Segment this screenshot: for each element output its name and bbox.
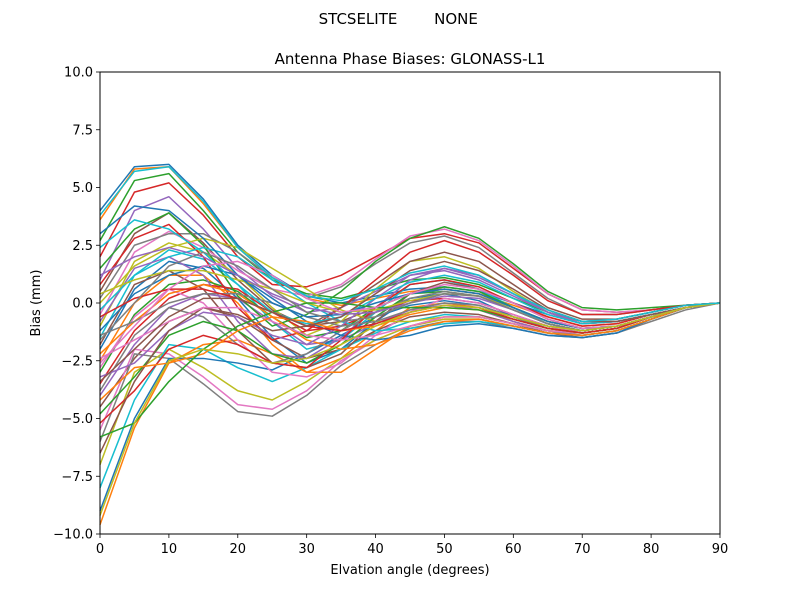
x-tick-label: 80 (643, 542, 660, 557)
suptitle-left: STCSELITE (319, 10, 398, 28)
series-line-34 (99, 279, 721, 424)
y-tick-label: 10.0 (64, 66, 93, 81)
y-tick-label: −5.0 (61, 412, 93, 427)
chart-title: Antenna Phase Biases: GLONASS-L1 (275, 50, 546, 68)
x-tick-label: 90 (712, 542, 729, 557)
x-axis: 0 10 20 30 40 50 60 70 80 90 (96, 534, 728, 557)
y-tick-label: −10.0 (53, 528, 93, 543)
x-tick-label: 50 (436, 542, 453, 557)
x-tick-label: 20 (230, 542, 247, 557)
y-tick-label: 2.5 (72, 239, 93, 254)
series-layer (99, 163, 721, 526)
y-axis-label: Bias (mm) (29, 270, 44, 337)
y-tick-label: 5.0 (72, 181, 93, 196)
x-tick-label: 0 (96, 542, 104, 557)
series-line-46 (99, 260, 721, 383)
y-tick-label: −2.5 (61, 354, 93, 369)
suptitle-right: NONE (434, 10, 478, 28)
x-tick-label: 40 (367, 542, 384, 557)
x-axis-label: Elvation angle (degrees) (330, 563, 489, 578)
x-tick-label: 10 (161, 542, 178, 557)
y-tick-label: 0.0 (72, 297, 93, 312)
series-line-23 (99, 212, 721, 327)
x-tick-label: 30 (298, 542, 315, 557)
x-tick-label: 70 (574, 542, 591, 557)
y-tick-label: −7.5 (61, 470, 93, 485)
y-tick-label: 7.5 (72, 123, 93, 138)
series-line-32 (99, 283, 721, 355)
y-axis: −10.0 −7.5 −5.0 −2.5 0.0 2.5 5.0 7.5 10.0 (53, 66, 100, 543)
series-line-49 (99, 302, 721, 516)
series-line-50 (99, 165, 721, 323)
x-tick-label: 60 (505, 542, 522, 557)
